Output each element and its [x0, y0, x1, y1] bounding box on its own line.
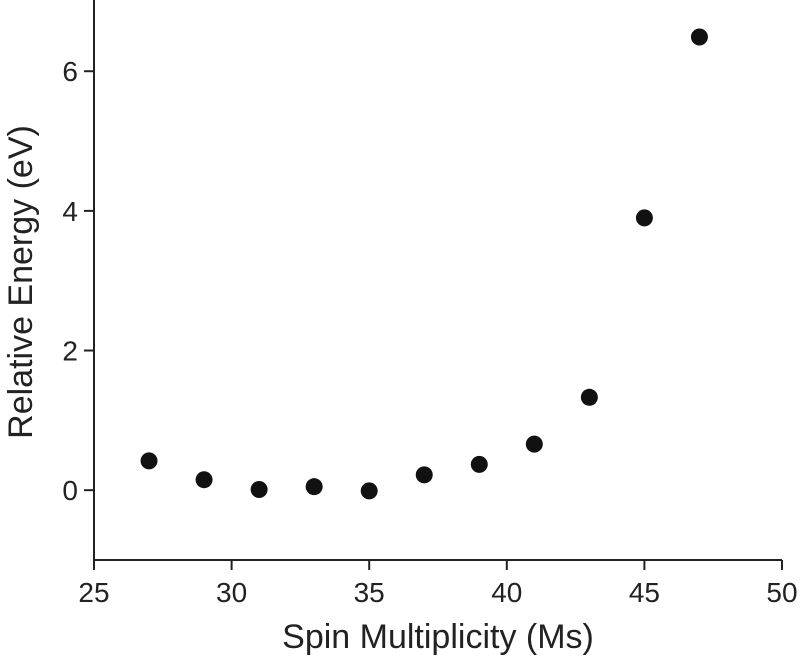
x-tick-label: 40 — [491, 577, 522, 608]
x-tick-label: 30 — [216, 577, 247, 608]
point — [525, 435, 543, 453]
point — [360, 482, 378, 500]
point — [250, 480, 268, 498]
x-axis-label: Spin Multiplicity (Ms) — [282, 618, 594, 656]
point — [635, 209, 653, 227]
x-tick-label: 25 — [78, 577, 109, 608]
y-axis-label: Relative Energy (eV) — [2, 125, 40, 439]
y-tick-label: 2 — [62, 336, 78, 367]
point — [195, 471, 213, 489]
point — [580, 388, 598, 406]
y-tick-label: 4 — [62, 196, 78, 227]
point — [140, 452, 158, 470]
point — [690, 28, 708, 46]
point — [305, 478, 323, 496]
point — [415, 466, 433, 484]
x-tick-label: 50 — [766, 577, 797, 608]
y-tick-label: 6 — [62, 56, 78, 87]
y-tick-label: 0 — [62, 475, 78, 506]
x-tick-label: 35 — [354, 577, 385, 608]
x-tick-label: 45 — [629, 577, 660, 608]
point — [470, 455, 488, 473]
